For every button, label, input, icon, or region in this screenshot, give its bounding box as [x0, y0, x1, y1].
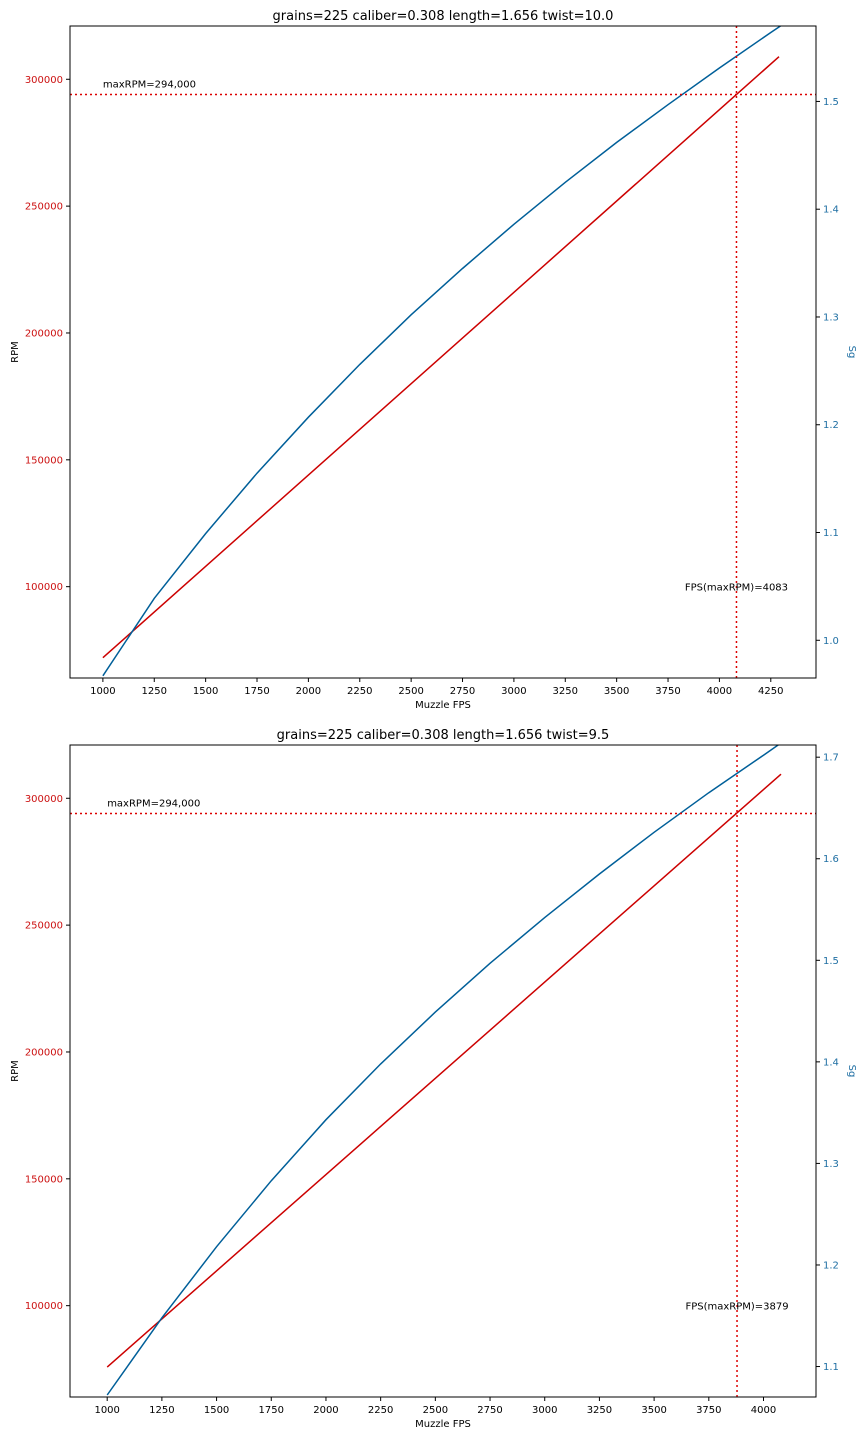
y2-axis-label: Sg — [846, 1065, 857, 1078]
x-tick-label: 3250 — [553, 686, 578, 697]
y2-tick-label: 1.7 — [823, 753, 839, 764]
plot-area — [70, 26, 816, 678]
y-tick-label: 200000 — [25, 1047, 63, 1058]
x-tick-label: 2250 — [347, 686, 372, 697]
y2-tick-label: 1.5 — [823, 956, 839, 967]
y-tick-label: 100000 — [25, 582, 63, 593]
x-tick-label: 4000 — [707, 686, 732, 697]
x-tick-label: 3000 — [501, 686, 526, 697]
x-tick-label: 2750 — [450, 686, 475, 697]
x-tick-label: 1500 — [193, 686, 218, 697]
y2-tick-label: 1.3 — [823, 1159, 839, 1170]
y-tick-label: 300000 — [25, 75, 63, 86]
y2-tick-label: 1.1 — [823, 528, 839, 539]
x-tick-label: 1750 — [259, 1405, 284, 1416]
x-tick-label: 1500 — [204, 1405, 229, 1416]
y2-tick-label: 1.6 — [823, 854, 839, 865]
fps-at-max-annotation: FPS(maxRPM)=3879 — [685, 1302, 788, 1313]
y2-tick-label: 1.1 — [823, 1362, 839, 1373]
y-tick-label: 100000 — [25, 1301, 63, 1312]
x-tick-label: 1000 — [90, 686, 115, 697]
sg-series-line — [106, 745, 780, 1396]
x-axis-label: Muzzle FPS — [415, 700, 471, 711]
chart-title: grains=225 caliber=0.308 length=1.656 tw… — [277, 728, 610, 743]
x-tick-label: 2000 — [313, 1405, 338, 1416]
chart-twist-9-5: grains=225 caliber=0.308 length=1.656 tw… — [10, 728, 857, 1430]
y2-tick-label: 1.3 — [823, 312, 839, 323]
fps-at-max-annotation: FPS(maxRPM)=4083 — [685, 583, 788, 594]
x-tick-label: 3750 — [696, 1405, 721, 1416]
y-tick-label: 300000 — [25, 794, 63, 805]
y-axis-label: RPM — [10, 341, 21, 363]
plot-frame — [69, 25, 817, 679]
sg-series-line — [102, 26, 782, 677]
y-tick-label: 150000 — [25, 1174, 63, 1185]
x-tick-label: 1000 — [94, 1405, 119, 1416]
plot-area — [70, 745, 816, 1397]
x-tick-label: 1250 — [149, 1405, 174, 1416]
x-tick-label: 2250 — [368, 1405, 393, 1416]
y-tick-label: 150000 — [25, 455, 63, 466]
x-tick-label: 3000 — [532, 1405, 557, 1416]
x-tick-label: 3500 — [641, 1405, 666, 1416]
max-rpm-annotation: maxRPM=294,000 — [107, 798, 200, 809]
x-tick-label: 4250 — [758, 686, 783, 697]
x-tick-label: 2750 — [477, 1405, 502, 1416]
y2-axis-label: Sg — [846, 346, 857, 359]
y2-tick-label: 1.4 — [823, 1057, 839, 1068]
y-axis-label: RPM — [10, 1060, 21, 1082]
x-tick-label: 3500 — [604, 686, 629, 697]
rpm-series-line — [102, 56, 780, 659]
x-tick-label: 2500 — [398, 686, 423, 697]
y2-tick-label: 1.5 — [823, 97, 839, 108]
chart-twist-10: grains=225 caliber=0.308 length=1.656 tw… — [10, 9, 857, 711]
max-rpm-annotation: maxRPM=294,000 — [103, 79, 196, 90]
y2-tick-label: 1.0 — [823, 636, 839, 647]
y2-tick-label: 1.4 — [823, 205, 839, 216]
x-tick-label: 3750 — [655, 686, 680, 697]
x-tick-label: 3250 — [587, 1405, 612, 1416]
plot-frame — [69, 744, 817, 1398]
x-tick-label: 1250 — [142, 686, 167, 697]
x-tick-label: 2500 — [423, 1405, 448, 1416]
x-tick-label: 4000 — [751, 1405, 776, 1416]
x-axis-label: Muzzle FPS — [415, 1419, 471, 1430]
chart-title: grains=225 caliber=0.308 length=1.656 tw… — [273, 9, 614, 24]
y2-tick-label: 1.2 — [823, 1260, 839, 1271]
y2-tick-label: 1.2 — [823, 420, 839, 431]
rpm-series-line — [106, 773, 782, 1368]
x-tick-label: 2000 — [296, 686, 321, 697]
y-tick-label: 250000 — [25, 921, 63, 932]
y-tick-label: 200000 — [25, 328, 63, 339]
y-tick-label: 250000 — [25, 202, 63, 213]
x-tick-label: 1750 — [244, 686, 269, 697]
